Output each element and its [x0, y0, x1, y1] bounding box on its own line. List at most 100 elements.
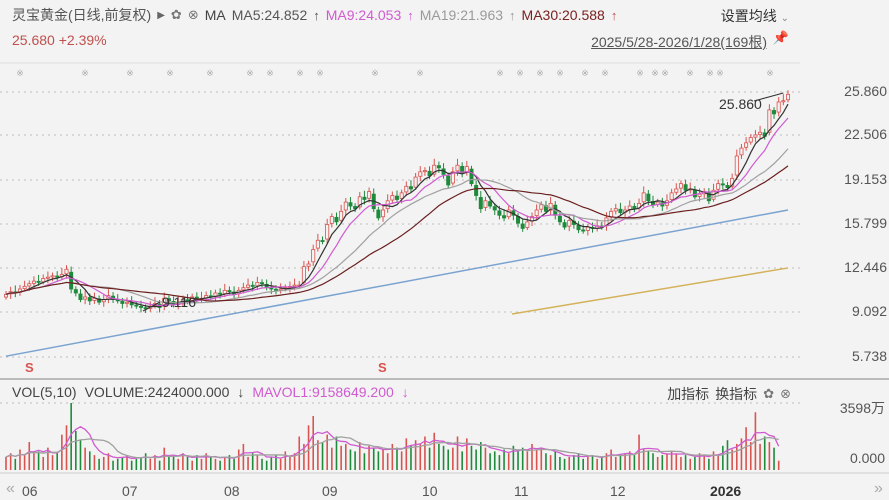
candle-body — [427, 170, 432, 177]
up-arrow-icon: ↑ — [407, 7, 414, 23]
add-indicator-button[interactable]: 加指标 — [667, 386, 710, 402]
candle-body — [222, 289, 227, 295]
candle-body — [669, 192, 674, 200]
close-circle-icon[interactable]: ⊗ — [780, 386, 791, 401]
volume-value: VOLUME:2424000.000 — [84, 384, 230, 400]
x-tick-label: 08 — [224, 483, 240, 499]
ma9-line — [5, 117, 789, 307]
candle-body — [776, 101, 781, 113]
gear-icon[interactable]: ✿ — [170, 7, 182, 22]
event-marker-icon[interactable]: ※ — [536, 68, 544, 78]
event-marker-icon[interactable]: ※ — [716, 68, 724, 78]
scroll-right-button[interactable]: » — [874, 480, 883, 497]
date-range-link[interactable]: 2025/5/28-2026/1/28(169根) — [591, 34, 767, 50]
event-marker-icon[interactable]: ※ — [651, 68, 659, 78]
candle-body — [404, 185, 409, 193]
candle-body — [408, 186, 413, 190]
mavol-value: MAVOL1:9158649.200 — [252, 384, 394, 400]
x-tick-label: 11 — [514, 483, 529, 499]
event-marker-icon[interactable]: ※ — [766, 68, 774, 78]
event-marker-icon[interactable]: ※ — [166, 68, 174, 78]
set-ma-dropdown[interactable]: 设置均线 ⌄ — [721, 6, 789, 26]
last-price: 25.680 — [12, 32, 55, 48]
event-marker-icon[interactable]: ※ — [296, 68, 304, 78]
candle-body — [720, 183, 725, 186]
candle-body — [488, 201, 493, 207]
candle-body — [4, 293, 9, 298]
candle-body — [613, 208, 618, 212]
low-price-label: 9.116 — [162, 294, 196, 310]
candle-body — [744, 142, 749, 148]
candle-body — [455, 164, 460, 172]
event-marker-icon[interactable]: ※ — [516, 68, 524, 78]
x-tick-label: 09 — [322, 483, 338, 499]
candle-body — [311, 249, 316, 263]
candle-body — [334, 216, 339, 223]
event-marker-icon[interactable]: ※ — [661, 68, 669, 78]
high-price-label: 25.860 — [719, 96, 762, 112]
candle-body — [562, 222, 567, 228]
ma5-value: MA5:24.852 — [231, 7, 308, 23]
candle-body — [492, 206, 497, 211]
candle-body — [697, 193, 702, 197]
y-tick-label: 25.860 — [844, 83, 887, 99]
candle-body — [301, 266, 306, 283]
event-marker-icon[interactable]: ※ — [706, 68, 714, 78]
candle-body — [246, 284, 251, 288]
candle-body — [31, 280, 36, 284]
event-marker-icon[interactable]: ※ — [636, 68, 644, 78]
candle-body — [194, 296, 199, 299]
candle-body — [422, 170, 427, 173]
triangle-right-icon[interactable]: ▶ — [157, 9, 165, 21]
scroll-left-button[interactable]: « — [6, 480, 15, 497]
s-marker[interactable]: S — [25, 360, 34, 375]
candle-body — [339, 210, 344, 221]
candle-body — [781, 100, 786, 103]
candle-body — [581, 229, 586, 232]
event-marker-icon[interactable]: ※ — [686, 68, 694, 78]
x-tick-label: 2026 — [710, 483, 742, 499]
event-marker-icon[interactable]: ※ — [371, 68, 379, 78]
event-marker-icon[interactable]: ※ — [246, 68, 254, 78]
x-tick-label: 12 — [610, 483, 626, 499]
candle-body — [683, 184, 688, 191]
event-marker-icon[interactable]: ※ — [581, 68, 589, 78]
candle-body — [376, 209, 381, 219]
event-marker-icon[interactable]: ※ — [266, 68, 274, 78]
pin-icon[interactable]: 📌 — [772, 30, 789, 45]
candle-body — [483, 200, 488, 208]
event-marker-icon[interactable]: ※ — [206, 68, 214, 78]
candle-body — [348, 202, 353, 207]
candle-body — [502, 215, 507, 219]
ma30-line — [5, 165, 789, 302]
candle-body — [692, 189, 697, 198]
candle-body — [413, 176, 418, 188]
switch-indicator-button[interactable]: 换指标 — [715, 386, 758, 402]
event-marker-icon[interactable]: ※ — [496, 68, 504, 78]
event-marker-icon[interactable]: ※ — [601, 68, 609, 78]
candle-body — [362, 196, 367, 200]
candle-body — [357, 196, 362, 208]
event-marker-icon[interactable]: ※ — [81, 68, 89, 78]
candle-body — [474, 185, 479, 196]
close-circle-icon[interactable]: ⊗ — [187, 7, 199, 22]
candle-body — [329, 216, 334, 224]
s-marker[interactable]: S — [378, 360, 387, 375]
candle-body — [120, 300, 125, 304]
up-arrow-icon: ↑ — [610, 7, 618, 23]
candle-body — [478, 197, 483, 210]
chart-header: 灵宝黄金(日线,前复权) ▶ ✿ ⊗ MA MA5:24.852 ↑ MA9:2… — [12, 5, 617, 25]
event-marker-icon[interactable]: ※ — [126, 68, 134, 78]
ma30-value: MA30:20.588 — [521, 7, 605, 23]
event-marker-icon[interactable]: ※ — [16, 68, 24, 78]
candle-body — [786, 93, 791, 101]
candle-body — [646, 193, 651, 202]
gear-icon[interactable]: ✿ — [763, 386, 775, 401]
candle-body — [674, 188, 679, 193]
event-marker-icon[interactable]: ※ — [316, 68, 324, 78]
y-tick-label: 5.738 — [851, 348, 887, 364]
event-marker-icon[interactable]: ※ — [416, 68, 424, 78]
event-marker-icon[interactable]: ※ — [556, 68, 564, 78]
chevron-down-icon: ⌄ — [780, 13, 789, 24]
